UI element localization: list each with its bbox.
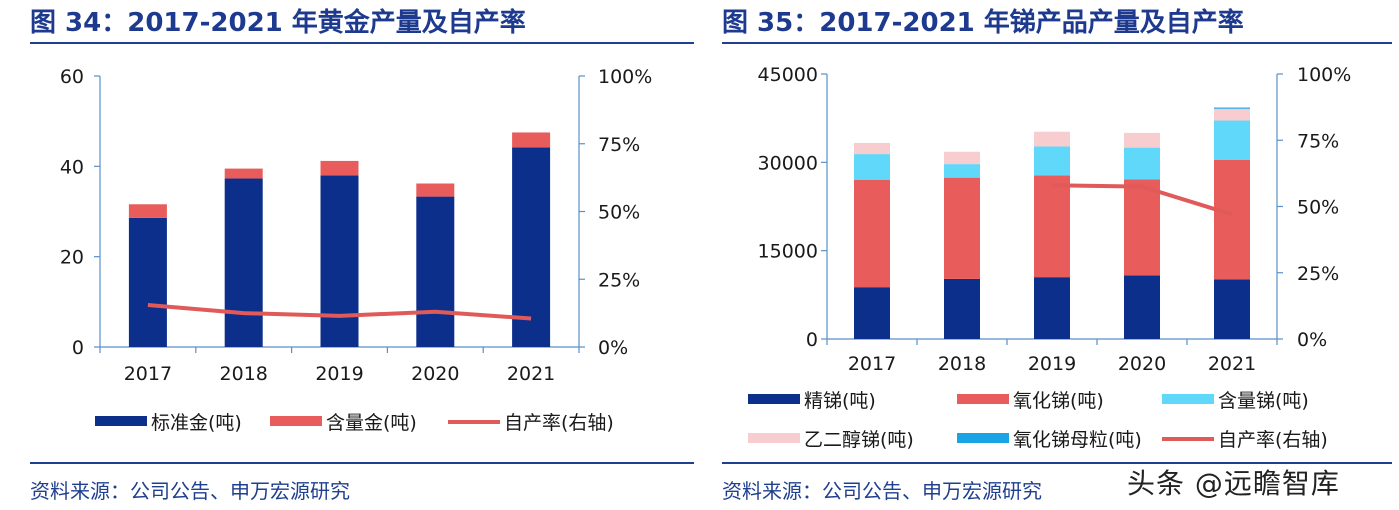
left-tick-label: 30000 [758, 152, 818, 174]
bar-segment [320, 175, 359, 347]
x-tick-label: 2017 [848, 353, 896, 375]
bar-segment [512, 147, 551, 347]
source-rule [722, 462, 1392, 464]
bar-segment [944, 278, 980, 339]
title-rule [30, 42, 694, 44]
chart-title: 图 35：2017-2021 年锑产品产量及自产率 [722, 8, 1244, 38]
legend-label: 自产率(右轴) [504, 412, 614, 434]
bar-segment [1034, 175, 1070, 278]
legend-swatch [95, 416, 147, 426]
x-tick-label: 2021 [1208, 353, 1256, 375]
x-tick-label: 2019 [1028, 353, 1076, 375]
bar-segment [854, 287, 890, 339]
bar-segment [128, 217, 167, 347]
bar-segment [944, 151, 980, 165]
left-tick-label: 0 [72, 337, 84, 359]
bar-segment [320, 160, 359, 176]
gold-production-chart: 0 20 40 60 0% 25% 50% 75% 100% 2017 2018 2019 2020 20… [60, 66, 653, 434]
right-tick-label: 0% [598, 337, 628, 359]
bar-segment [416, 196, 455, 347]
bar-segment [416, 183, 455, 197]
right-tick-label: 0% [1297, 329, 1327, 351]
bar-segment [128, 204, 167, 218]
source-note: 资料来源：公司公告、申万宏源研究 [722, 479, 1042, 503]
bar-segment [944, 177, 980, 279]
legend-label: 标准金(吨) [151, 412, 242, 434]
source-rule [30, 462, 694, 464]
bar-segment [1034, 277, 1070, 339]
legend-label: 乙二醇锑(吨) [804, 429, 914, 451]
x-tick-label: 2018 [938, 353, 986, 375]
bar-segment [1034, 146, 1070, 176]
right-tick-label: 75% [1297, 130, 1339, 152]
watermark: 头条 @远瞻智库 [1127, 467, 1340, 500]
antimony-production-chart: 0 15000 30000 45000 0% 25% 50% 75% 100% 2017 2018 2… [748, 64, 1351, 451]
x-tick-label: 2017 [124, 363, 172, 385]
series-line [1051, 183, 1233, 217]
bar-segment [854, 142, 890, 155]
bar-segment [224, 168, 263, 179]
legend-label: 氧化锑母粒(吨) [1013, 429, 1142, 451]
left-tick-label: 45000 [758, 64, 818, 86]
legend-label: 氧化锑(吨) [1013, 390, 1104, 412]
source-note: 资料来源：公司公告、申万宏源研究 [30, 479, 350, 503]
left-tick-label: 60 [60, 66, 84, 88]
bar-segment [944, 164, 980, 178]
right-tick-label: 75% [598, 134, 640, 156]
gold-chart-panel: 图 34：2017-2021 年黄金产量及自产率 0 20 40 60 0% 25% 50%… [30, 8, 694, 503]
bar-segment [1214, 107, 1250, 109]
right-tick-label: 50% [598, 202, 640, 224]
bar-segment [1124, 275, 1160, 339]
bar-segment [224, 178, 263, 347]
antimony-chart-panel: 图 35：2017-2021 年锑产品产量及自产率 0 15000 30000 450… [722, 0, 1399, 510]
right-tick-label: 50% [1297, 197, 1339, 219]
bar-segment [1214, 159, 1250, 280]
bar-segment [1124, 132, 1160, 148]
bar-segment [854, 180, 890, 288]
x-tick-label: 2018 [220, 363, 268, 385]
x-tick-label: 2020 [411, 363, 459, 385]
left-tick-label: 40 [60, 156, 84, 178]
legend-swatch [957, 394, 1009, 404]
chart-title: 图 34：2017-2021 年黄金产量及自产率 [30, 8, 526, 38]
bar-segment [1214, 108, 1250, 121]
legend-swatch [270, 416, 322, 426]
bar-segment [1214, 120, 1250, 160]
legend-swatch [748, 394, 800, 404]
left-tick-label: 0 [806, 329, 818, 351]
bar-segment [1124, 147, 1160, 180]
title-rule [722, 42, 1392, 44]
right-tick-label: 100% [598, 66, 652, 88]
bar-segment [1214, 279, 1250, 339]
legend-swatch [1162, 394, 1214, 404]
x-tick-label: 2020 [1118, 353, 1166, 375]
legend-label: 含量锑(吨) [1218, 390, 1309, 412]
left-tick-label: 15000 [758, 241, 818, 263]
bar-segment [1124, 179, 1160, 276]
legend-swatch [957, 433, 1009, 443]
right-tick-label: 25% [598, 269, 640, 291]
legend-label: 自产率(右轴) [1218, 429, 1328, 451]
left-tick-label: 20 [60, 247, 84, 269]
series-line [147, 303, 532, 321]
x-tick-label: 2021 [507, 363, 555, 385]
legend-label: 含量金(吨) [326, 412, 417, 434]
x-tick-label: 2019 [315, 363, 363, 385]
legend-swatch [748, 433, 800, 443]
legend-label: 精锑(吨) [804, 390, 876, 412]
bar-segment [1034, 131, 1070, 147]
right-tick-label: 100% [1297, 64, 1351, 86]
right-tick-label: 25% [1297, 263, 1339, 285]
bar-segment [854, 154, 890, 180]
bar-segment [512, 132, 551, 148]
